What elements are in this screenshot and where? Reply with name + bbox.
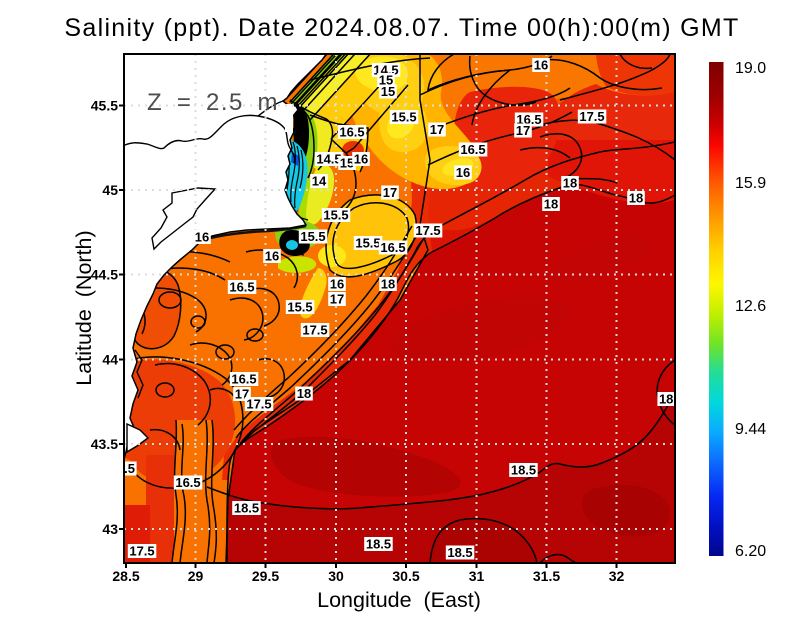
svg-text:19.0: 19.0 [735, 60, 766, 77]
svg-text:6.20: 6.20 [735, 543, 766, 560]
svg-text:12.6: 12.6 [735, 298, 766, 315]
svg-text:15: 15 [381, 84, 395, 99]
svg-text:32: 32 [609, 568, 625, 584]
svg-text:9.44: 9.44 [735, 421, 766, 438]
svg-text:14.5: 14.5 [316, 152, 341, 167]
svg-text:16.5: 16.5 [516, 112, 541, 127]
svg-text:16: 16 [265, 249, 279, 264]
svg-text:18.5: 18.5 [447, 545, 472, 560]
svg-text:Longitude (East): Longitude (East) [317, 588, 481, 612]
svg-text:18.: 18. [659, 392, 677, 407]
svg-text:16: 16 [534, 58, 548, 73]
svg-text:16.5: 16.5 [380, 240, 405, 255]
svg-text:16.5: 16.5 [460, 142, 485, 157]
svg-text:16: 16 [456, 165, 470, 180]
svg-text:18.5: 18.5 [511, 463, 536, 478]
svg-text:17: 17 [516, 123, 530, 138]
svg-text:45.5: 45.5 [91, 98, 118, 114]
svg-text:16.5: 16.5 [229, 280, 254, 295]
svg-text:31: 31 [469, 568, 485, 584]
svg-text:15.5: 15.5 [323, 208, 348, 223]
svg-text:16.5: 16.5 [231, 372, 256, 387]
svg-text:15.5: 15.5 [300, 229, 325, 244]
svg-text:18.5: 18.5 [234, 501, 259, 516]
svg-text:28.5: 28.5 [112, 568, 139, 584]
svg-text:Z = 2.5 m: Z = 2.5 m [147, 89, 279, 116]
svg-text:18: 18 [563, 176, 577, 191]
svg-text:29: 29 [188, 568, 204, 584]
svg-text:44.5: 44.5 [91, 267, 118, 283]
svg-text:17.5: 17.5 [302, 323, 327, 338]
svg-text:43.5: 43.5 [91, 436, 118, 452]
svg-text:30: 30 [328, 568, 344, 584]
svg-text:15: 15 [340, 156, 354, 171]
svg-text:17.5: 17.5 [129, 544, 154, 559]
svg-text:17.5: 17.5 [415, 223, 440, 238]
svg-text:18: 18 [629, 191, 643, 206]
svg-text:43: 43 [102, 521, 118, 537]
svg-text:18: 18 [297, 386, 311, 401]
svg-text:15: 15 [379, 73, 393, 88]
svg-text:6.5: 6.5 [117, 461, 135, 476]
svg-text:29.5: 29.5 [252, 568, 279, 584]
svg-text:16.5: 16.5 [339, 125, 364, 140]
svg-text:16: 16 [354, 152, 368, 167]
svg-text:16: 16 [195, 230, 209, 245]
svg-text:17: 17 [330, 292, 344, 307]
svg-text:17.5: 17.5 [579, 109, 604, 124]
svg-text:18: 18 [381, 277, 395, 292]
svg-text:18.5: 18.5 [366, 537, 391, 552]
svg-text:17: 17 [383, 185, 397, 200]
svg-text:15.5: 15.5 [287, 300, 312, 315]
svg-text:15.5: 15.5 [355, 236, 380, 251]
svg-text:30.5: 30.5 [392, 568, 419, 584]
svg-text:Salinity (ppt). Date 2024.08.0: Salinity (ppt). Date 2024.08.07. Time 00… [64, 14, 739, 42]
svg-text:Latitude (North): Latitude (North) [72, 230, 96, 385]
svg-text:45: 45 [102, 182, 118, 198]
svg-text:15.9: 15.9 [735, 175, 766, 192]
svg-text:18: 18 [544, 197, 558, 212]
svg-text:17.5: 17.5 [246, 397, 271, 412]
svg-text:16.5: 16.5 [175, 475, 200, 490]
svg-text:16: 16 [330, 277, 344, 292]
svg-text:31.5: 31.5 [533, 568, 560, 584]
svg-text:14: 14 [312, 174, 327, 189]
svg-text:15.5: 15.5 [391, 110, 416, 125]
svg-text:44: 44 [102, 352, 118, 368]
svg-text:17: 17 [430, 122, 444, 137]
